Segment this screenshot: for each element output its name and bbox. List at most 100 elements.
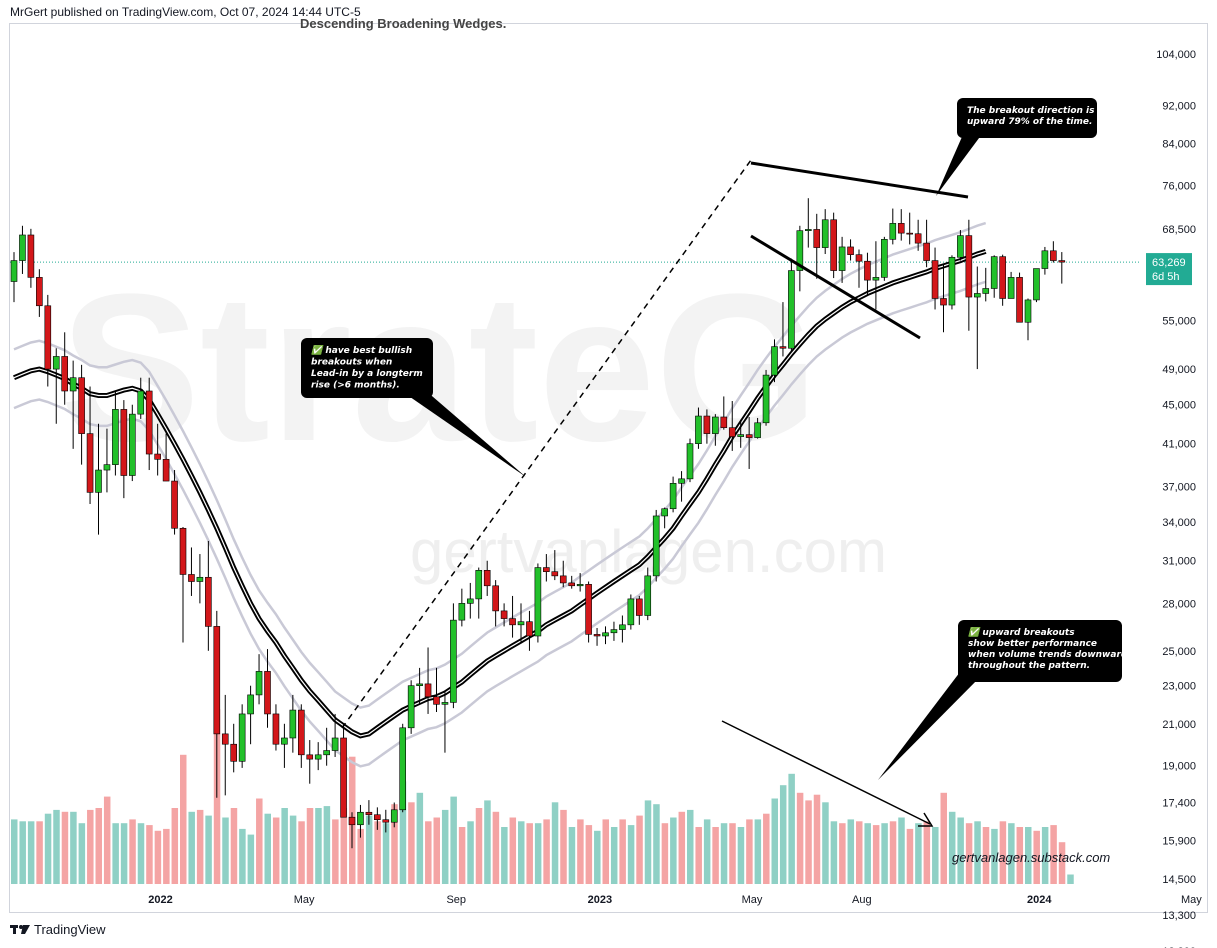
candle xyxy=(19,225,26,274)
candle xyxy=(441,691,449,753)
candle-body xyxy=(627,598,635,626)
volume-bar xyxy=(458,827,466,884)
candle-body xyxy=(357,811,364,826)
candle-body xyxy=(906,232,914,235)
y-tick-label: 55,000 xyxy=(1162,316,1196,328)
volume-bar xyxy=(982,827,990,884)
candle xyxy=(61,332,69,405)
candle-body xyxy=(348,816,356,826)
volume-bar xyxy=(501,827,508,884)
candle-body xyxy=(889,223,897,240)
y-tick-label: 34,000 xyxy=(1162,517,1196,529)
volume-bar xyxy=(433,817,440,884)
volume-bar xyxy=(509,817,517,884)
candle xyxy=(779,302,787,357)
candle-body xyxy=(44,305,52,370)
candle xyxy=(847,239,854,261)
candle-body xyxy=(331,737,339,751)
candle-body xyxy=(754,422,761,438)
candle-body xyxy=(914,233,922,244)
candle xyxy=(357,804,364,838)
volume-bar xyxy=(467,821,474,884)
candle xyxy=(450,603,457,709)
footer-brand[interactable]: TradingView xyxy=(34,922,106,937)
volume-trend-arrowhead xyxy=(918,812,934,827)
candle xyxy=(272,704,280,751)
candle xyxy=(872,241,880,310)
callout-breakout-line: The breakout direction is xyxy=(967,106,1095,116)
volume-bar xyxy=(822,802,829,884)
callout-volume-line: throughout the pattern. xyxy=(968,661,1090,671)
candle xyxy=(678,471,685,502)
candle-body xyxy=(129,413,136,476)
candle xyxy=(289,694,297,753)
candle-body xyxy=(526,621,533,637)
y-tick-label: 12,200 xyxy=(1162,946,1196,948)
volume-bar xyxy=(940,792,947,884)
callout-volume-line: when volume trends downward xyxy=(968,650,1128,660)
candle-body xyxy=(965,235,973,298)
candle xyxy=(703,409,711,444)
candle-body xyxy=(382,819,390,823)
volume-bar xyxy=(272,817,280,884)
y-tick-label: 13,300 xyxy=(1162,910,1196,922)
candle-body xyxy=(475,570,483,600)
candle-body xyxy=(205,576,212,627)
candle xyxy=(407,680,415,734)
candle-body xyxy=(543,567,550,572)
candle xyxy=(103,428,111,493)
candle xyxy=(619,615,626,643)
y-tick-label: 84,000 xyxy=(1162,138,1196,150)
candle-body xyxy=(652,515,660,577)
volume-bar xyxy=(746,819,753,884)
volume-bar xyxy=(754,819,762,884)
candle xyxy=(931,247,939,310)
candle xyxy=(1033,268,1040,303)
y-tick-label: 68,500 xyxy=(1162,224,1196,236)
candle xyxy=(492,580,499,627)
candle xyxy=(948,255,956,310)
candle-body xyxy=(897,223,905,234)
candle xyxy=(999,254,1006,306)
candle xyxy=(737,419,745,448)
callout-breakout-line: upward 79% of the time. xyxy=(967,117,1092,127)
candle xyxy=(340,723,347,818)
candle-body xyxy=(314,754,322,760)
candle xyxy=(137,377,145,419)
volume-bar xyxy=(644,800,652,884)
candle xyxy=(973,266,981,370)
candle-body xyxy=(644,575,652,616)
candle xyxy=(154,423,161,476)
candle-body xyxy=(483,570,491,587)
volume-bar xyxy=(11,819,18,884)
volume-bar xyxy=(95,808,102,884)
volume-bar xyxy=(44,813,52,884)
volume-bar xyxy=(112,823,119,884)
candle xyxy=(416,667,423,705)
y-tick-label: 23,000 xyxy=(1162,681,1196,693)
candle-body xyxy=(238,713,246,762)
volume-bar xyxy=(720,823,728,884)
candle xyxy=(881,236,888,281)
candle-body xyxy=(255,671,263,696)
candle-body xyxy=(855,254,863,262)
candle xyxy=(543,554,550,582)
volume-bar xyxy=(78,823,86,884)
candle xyxy=(129,404,136,482)
candle-body xyxy=(179,527,187,575)
candle-body xyxy=(78,377,85,434)
candle-body xyxy=(830,219,837,271)
volume-bar xyxy=(425,821,432,884)
candle-body xyxy=(678,478,685,484)
volume-bar xyxy=(120,823,128,884)
candle-body xyxy=(788,270,795,349)
candle-body xyxy=(112,409,119,465)
y-tick-label: 21,000 xyxy=(1162,719,1196,731)
chart-frame[interactable] xyxy=(9,23,1208,913)
candle-body xyxy=(213,626,221,735)
candle-body xyxy=(188,574,195,582)
candle-body xyxy=(864,260,871,281)
candle xyxy=(323,727,330,766)
volume-bar xyxy=(948,811,956,884)
